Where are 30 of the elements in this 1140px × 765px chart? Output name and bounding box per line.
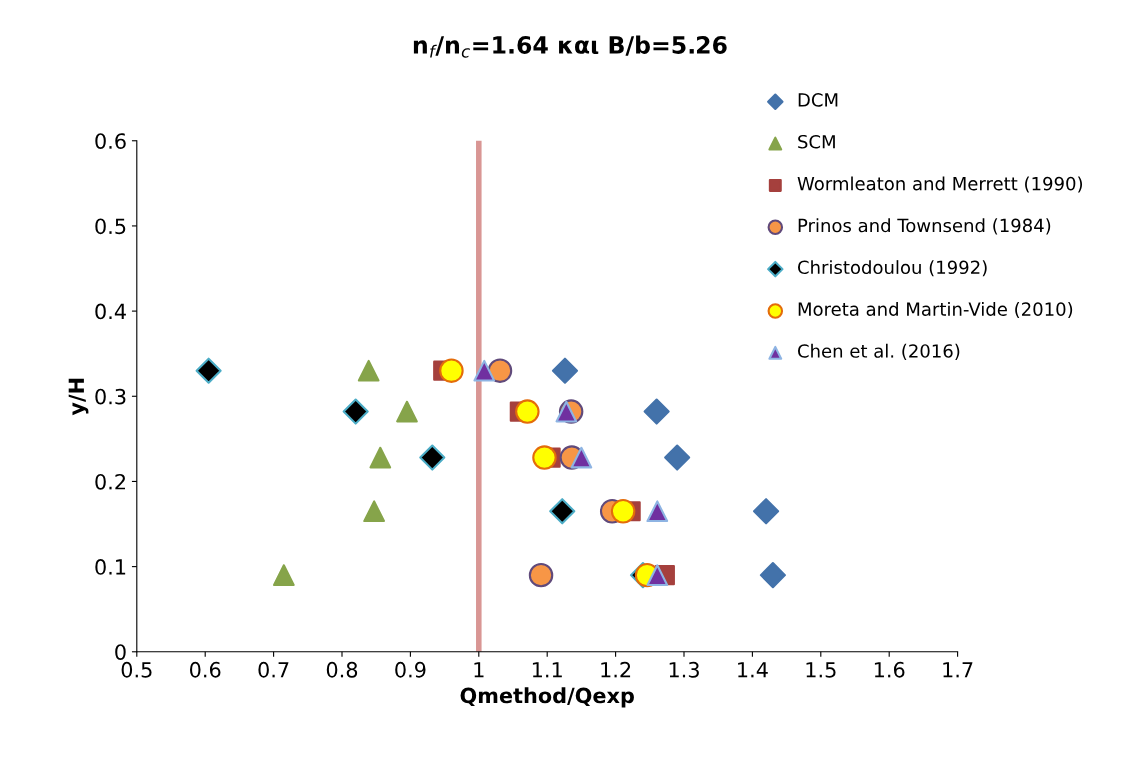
y-tick-label: 0.5 — [95, 218, 126, 235]
x-tick-label: 1.7 — [943, 662, 973, 678]
x-tick-label: 1.3 — [669, 661, 699, 678]
x-tick-label: 0.8 — [326, 661, 358, 678]
x-tick-label: 1.4 — [738, 662, 768, 678]
y-tick-label: 0.4 — [95, 303, 126, 320]
legend-label: Chen et al. (2016) — [797, 343, 960, 360]
y-tick-label: 0.3 — [95, 388, 126, 405]
legend-label: Prinos and Townsend (1984) — [798, 218, 1051, 235]
x-tick-label: 0.7 — [258, 661, 289, 678]
x-tick-label: 1.2 — [601, 661, 631, 678]
legend-label: Christodoulou (1992) — [797, 260, 987, 277]
legend-label: Moreta and Martin-Vide (2010) — [798, 302, 1073, 319]
y-tick-label: 0.1 — [95, 559, 126, 575]
x-tick-label: 0.9 — [395, 661, 426, 678]
x-tick-label: 1 — [474, 662, 484, 678]
legend-label: DCM — [798, 93, 838, 107]
chart-title: n$_{f}$/n$_{c}$=1.64 και B/b=5.26 — [413, 35, 727, 58]
legend-label: SCM — [798, 134, 835, 149]
x-tick-label: 0.5 — [121, 661, 152, 678]
y-tick-label: 0.2 — [95, 473, 125, 490]
y-tick-label: 0.6 — [95, 133, 126, 149]
x-tick-label: 1.1 — [532, 662, 562, 678]
legend-label: Wormleaton and Merrett (1990) — [797, 176, 1083, 193]
x-axis-title: Qmethod/Qexp — [460, 687, 634, 708]
y-tick-label: 0 — [115, 644, 126, 660]
x-tick-label: 1.5 — [806, 662, 836, 678]
x-tick-label: 0.6 — [190, 661, 221, 678]
y-axis-title: y/H — [68, 378, 89, 416]
x-tick-label: 1.6 — [874, 661, 905, 678]
